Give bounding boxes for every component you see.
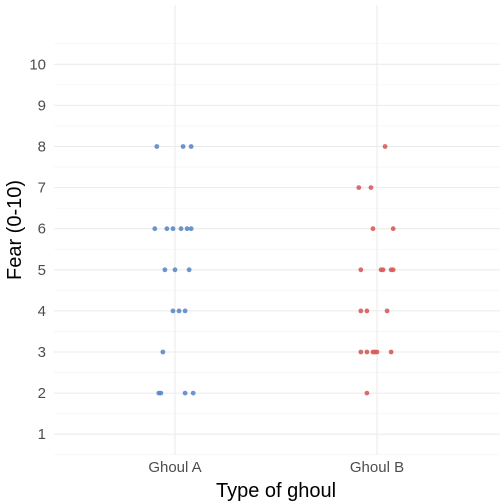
data-point [390, 226, 396, 232]
y-tick-label: 9 [38, 97, 46, 114]
y-tick-label: 2 [38, 385, 46, 402]
y-tick-label: 3 [38, 344, 46, 361]
data-point [180, 144, 186, 149]
y-tick-labels: 1 2 3 4 5 6 7 8 9 10 [29, 56, 46, 443]
data-point [380, 267, 386, 273]
data-point [370, 226, 376, 232]
data-point [188, 144, 194, 149]
data-point [382, 144, 388, 149]
data-point [170, 308, 176, 314]
data-points [152, 144, 396, 396]
x-tick-label: Ghoul B [350, 459, 404, 476]
data-point [182, 390, 188, 396]
data-point [388, 349, 394, 355]
data-point [160, 349, 166, 355]
data-point [176, 308, 182, 314]
data-point [368, 185, 374, 191]
y-tick-label: 8 [38, 139, 46, 156]
data-point [162, 267, 168, 273]
data-point [158, 390, 164, 396]
y-tick-label: 1 [38, 426, 46, 443]
y-tick-label: 4 [38, 303, 46, 320]
data-point [358, 308, 364, 314]
data-point [374, 349, 380, 355]
data-point [178, 226, 184, 232]
data-point [384, 308, 390, 314]
data-point [190, 390, 196, 396]
y-tick-label: 7 [38, 180, 46, 197]
data-point [364, 390, 370, 396]
data-point [184, 226, 190, 232]
data-point [188, 226, 194, 232]
minor-gridlines [54, 43, 500, 456]
data-point [390, 267, 396, 273]
data-point [154, 144, 160, 149]
data-point [364, 349, 370, 355]
data-point [358, 349, 364, 355]
data-point [164, 226, 170, 232]
major-gridlines [54, 5, 500, 455]
data-point [172, 267, 178, 273]
data-point [182, 308, 188, 314]
data-point [186, 267, 192, 273]
x-tick-label: Ghoul A [148, 459, 201, 476]
data-point [170, 226, 176, 232]
y-axis-title: Fear (0-10) [4, 180, 26, 280]
y-tick-label: 5 [38, 262, 46, 279]
data-point [364, 308, 370, 314]
data-point [356, 185, 362, 191]
x-axis-title: Type of ghoul [216, 480, 336, 502]
data-point [358, 267, 364, 273]
y-tick-label: 6 [38, 221, 46, 238]
y-tick-label: 10 [29, 56, 46, 73]
x-tick-labels: Ghoul A Ghoul B [148, 459, 404, 476]
data-point [152, 226, 158, 232]
